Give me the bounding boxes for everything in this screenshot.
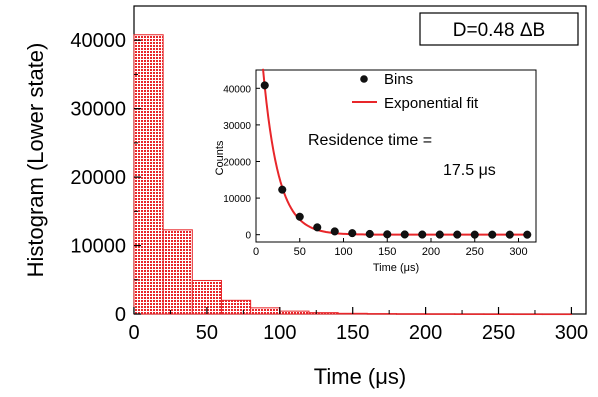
inset-data-point: [330, 227, 339, 236]
main-x-tick-label: 150: [336, 322, 369, 344]
inset-data-point: [435, 230, 444, 239]
inset-plot: 0 50 100 150 200 250 300 0 10000 20000 30000 40000…: [214, 64, 537, 274]
main-x-tick-label: 50: [196, 322, 218, 344]
inset-x-tick-label: 50: [294, 246, 306, 258]
histogram-bar: [454, 313, 485, 315]
inset-y-tick-label: 0: [245, 231, 251, 242]
exponential-fit-line: [262, 68, 531, 236]
inset-legend: Bins Exponential fit: [352, 71, 479, 112]
annotation-frame: [419, 12, 579, 46]
inset-data-point: [505, 230, 514, 239]
main-x-axis-label: Time (μs): [314, 364, 407, 389]
inset-plot-frame: [255, 69, 537, 243]
annotation-box: D=0.48 ΔB: [419, 12, 579, 46]
histogram-bar: [162, 229, 193, 315]
legend-label-bins: Bins: [384, 71, 413, 88]
main-x-tick-label: 100: [263, 322, 296, 344]
inset-data-point: [418, 230, 427, 239]
inset-x-tick-label: 250: [466, 246, 484, 258]
inset-data-point: [400, 230, 409, 239]
inset-x-tick-label: 100: [334, 246, 352, 258]
histogram-bar: [133, 34, 164, 315]
inset-y-tick-label: 40000: [223, 84, 251, 95]
inset-y-tick-label: 10000: [223, 194, 251, 205]
residence-time-value: 17.5 μs: [443, 162, 496, 179]
inset-x-tick-label: 300: [509, 246, 527, 258]
main-x-tick-label: 250: [482, 322, 515, 344]
main-plot: 0 50 100 150 200 250 300 010000200003000040000…: [23, 5, 588, 389]
main-x-tick-label: 0: [128, 322, 139, 344]
inset-points: [260, 81, 532, 239]
histogram-bar: [279, 310, 310, 315]
inset-x-tick-label: 0: [253, 246, 259, 258]
histogram-bar: [250, 307, 281, 315]
inset-y-tick-label: 20000: [223, 157, 251, 168]
histogram-bar: [425, 313, 456, 315]
inset-data-point: [470, 230, 479, 239]
main-y-tick-label: 30000: [70, 99, 126, 121]
main-y-tick-label: 40000: [70, 30, 126, 52]
inset-data-point: [383, 230, 392, 239]
inset-data-point: [348, 229, 357, 238]
inset-data-point: [523, 230, 532, 239]
main-x-tick-label: 300: [555, 322, 588, 344]
inset-data-point: [313, 223, 322, 232]
main-y-tick-label: 20000: [70, 167, 126, 189]
main-bars: [133, 34, 572, 316]
inset-y-tick-label: 30000: [223, 121, 251, 132]
residence-time-label: Residence time =: [308, 132, 432, 149]
inset-y-axis-label: Counts: [214, 140, 226, 175]
inset-background: [248, 64, 534, 252]
inset-data-point: [260, 81, 269, 90]
inset-data-point: [453, 230, 462, 239]
main-y-axis: 0 10000 20000 30000 40000: [70, 30, 141, 326]
histogram-bar: [220, 299, 252, 315]
histogram-bar: [366, 313, 397, 315]
inset-x-axis-label: Time (μs): [373, 262, 419, 274]
legend-label-fit: Exponential fit: [384, 95, 479, 112]
main-y-tick-label: 10000: [70, 236, 126, 258]
legend-marker-bins: [360, 75, 368, 83]
main-y-axis-label: Histogram (Lower state): [23, 43, 48, 278]
inset-y-axis: 0 10000 20000 30000 40000: [223, 84, 260, 242]
main-x-tick-label: 200: [409, 322, 442, 344]
main-x-axis: 0 50 100 150 200 250 300: [128, 307, 588, 344]
histogram-bar: [395, 313, 427, 315]
histogram-bar: [308, 312, 339, 315]
annotation-text: D=0.48 ΔB: [453, 20, 545, 41]
inset-data-point: [295, 212, 304, 221]
inset-x-tick-label: 150: [378, 246, 396, 258]
main-y-tick-label: 0: [115, 304, 126, 326]
histogram-bar: [541, 313, 572, 316]
inset-x-axis: 0 50 100 150 200 250 300: [253, 238, 528, 258]
inset-x-tick-label: 200: [422, 246, 440, 258]
inset-data-point: [365, 229, 374, 238]
inset-data-point: [278, 185, 287, 194]
histogram-bar: [512, 313, 543, 316]
inset-data-point: [488, 230, 497, 239]
